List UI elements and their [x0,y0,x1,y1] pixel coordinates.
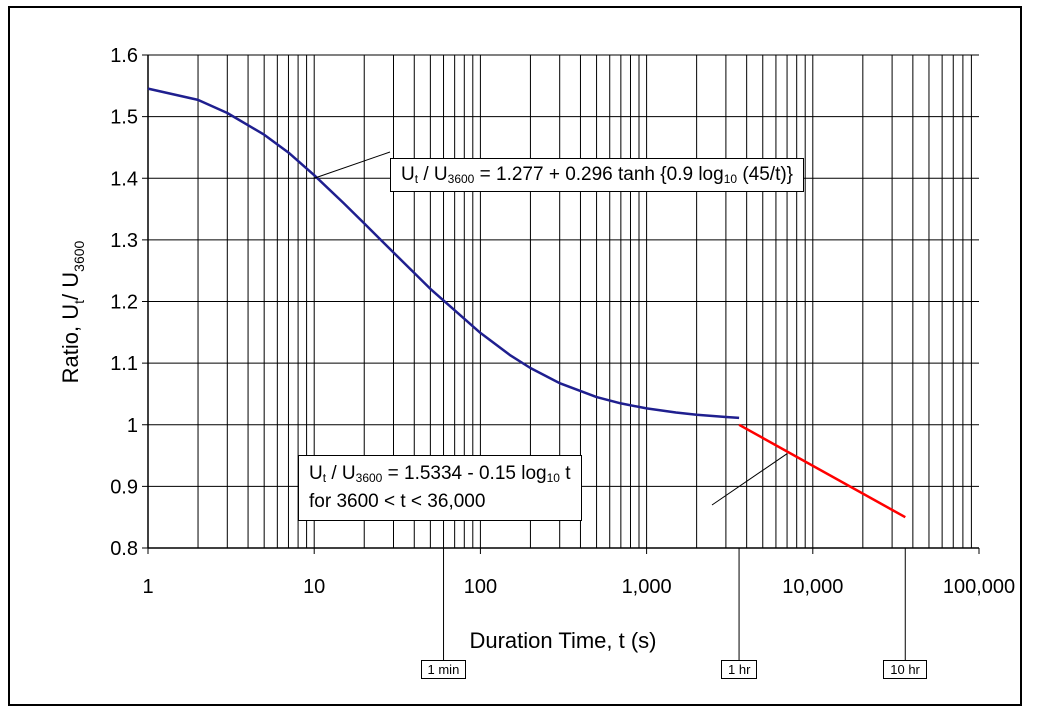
y-tick-label: 1.4 [110,168,138,190]
series-line-1 [147,87,740,420]
y-tick-label: 1.3 [110,230,138,252]
x-tick-label: 1 [142,576,153,598]
y-tick-label: 1.6 [110,45,138,67]
annotation-line: Ut / U3600 = 1.277 + 0.296 tanh {0.9 log… [401,164,794,186]
lower-formula-box: Ut / U3600 = 1.5334 - 0.15 log10 t for 36… [298,455,582,521]
tick-labels: 0.8 0.9 1 1.1 1.2 1.3 1.4 1.5 1.6 1 10 100 1,000 10,0… [110,45,1015,598]
ref-mark-label: 10 hr [883,660,927,679]
x-tick-label: 100 [464,576,497,598]
lower-formula-leader [711,453,788,506]
y-tick-label: 1.2 [110,292,138,314]
chart-frame [8,6,1022,706]
ref-mark-label: 1 hr [721,660,758,679]
y-tick-label: 1.5 [110,107,138,129]
y-tick-label: 1.1 [110,353,138,375]
x-tick-label: 10,000 [782,576,843,598]
x-tick-label: 10 [303,576,325,598]
x-tick-label: 1,000 [622,576,672,598]
annotation-line: Ut / U3600 = 1.5334 - 0.15 log10 t [309,463,571,485]
annotation-line: for 3600 < t < 36,000 [309,491,486,512]
x-tick-label: 100,000 [943,576,1015,598]
upper-formula-leader [314,151,391,179]
series-layer [147,87,906,519]
y-tick-label: 0.9 [110,476,138,498]
axes [142,54,980,554]
y-axis-label: Ratio, Ut/ U3600 [58,240,87,383]
upper-formula-box: Ut / U3600 = 1.277 + 0.296 tanh {0.9 log… [390,158,805,192]
series-line-2 [738,423,906,519]
y-tick-label: 1 [127,415,138,437]
y-tick-label: 0.8 [110,538,138,560]
ref-mark-label: 1 min [420,660,467,679]
leader-lines [314,151,906,660]
x-axis-label: Duration Time, t (s) [469,628,656,653]
